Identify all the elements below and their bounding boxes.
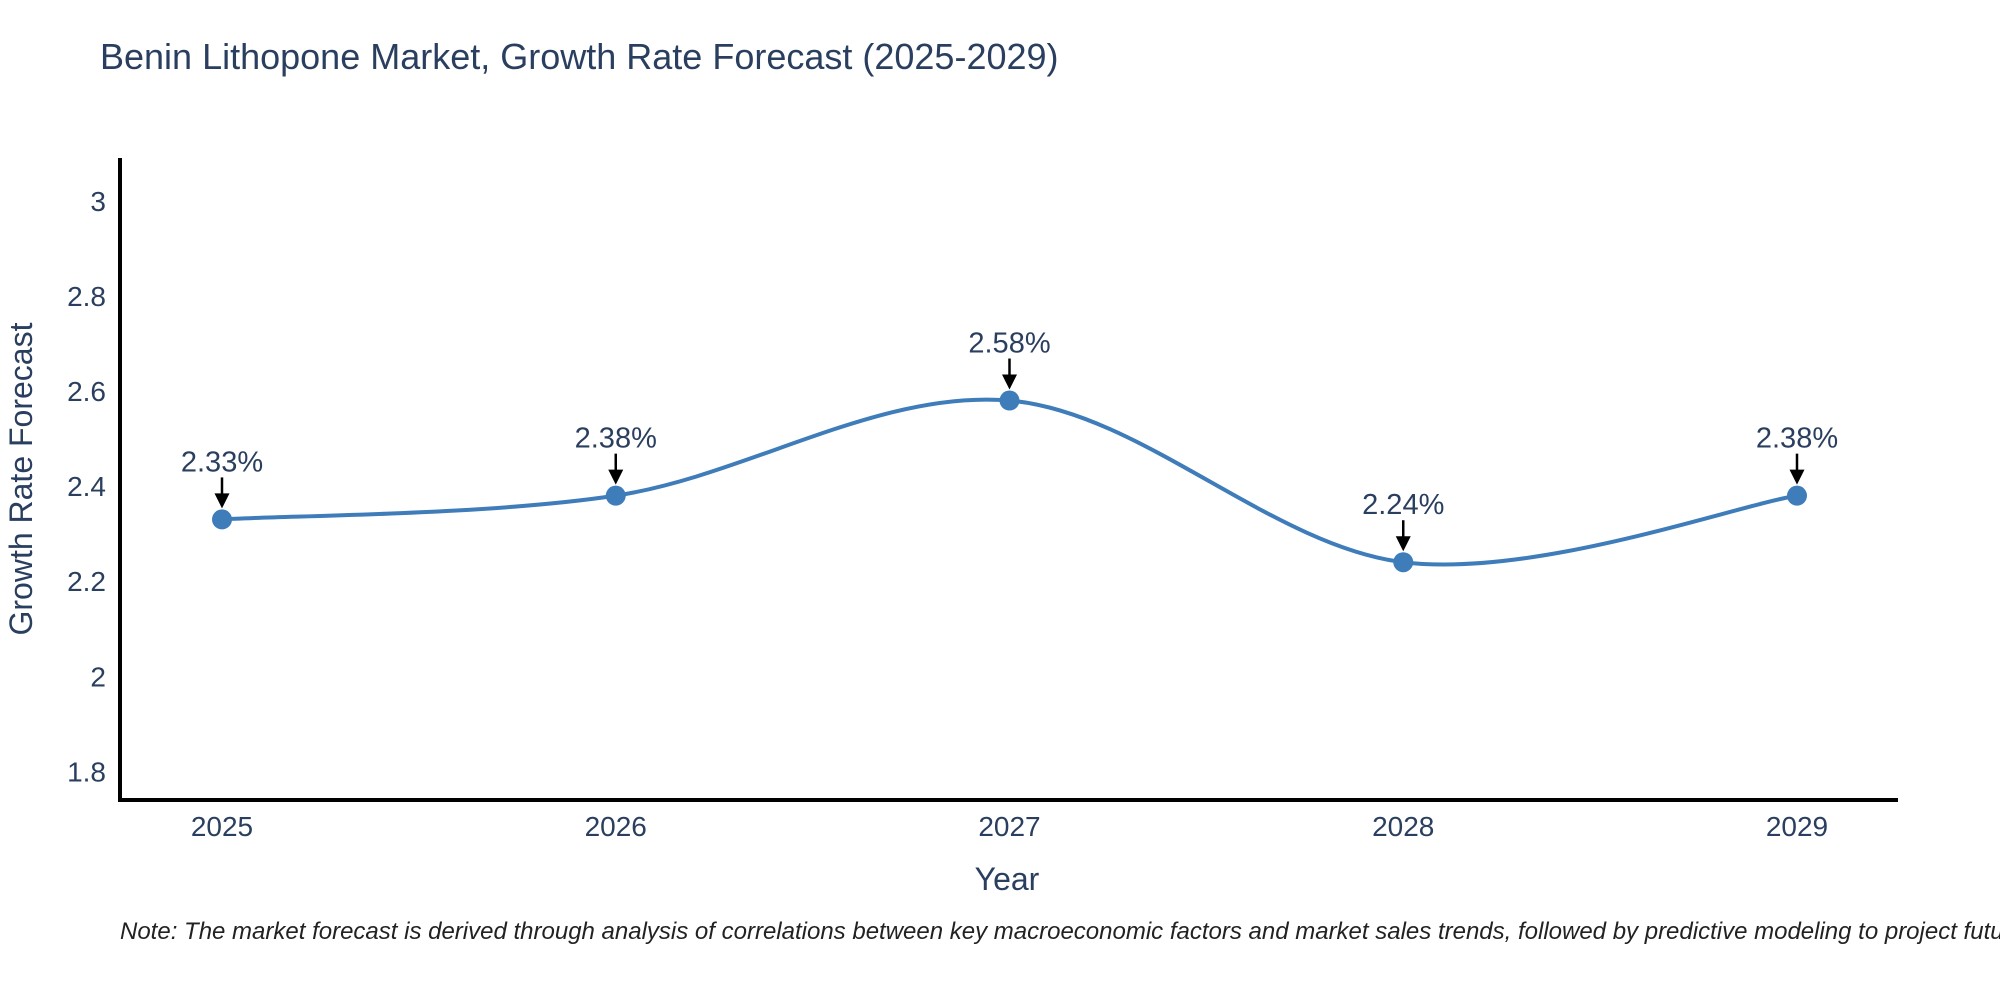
x-axis-title: Year [975, 861, 1040, 897]
y-tick-label: 1.8 [67, 756, 106, 787]
annotation-arrowhead-icon [1002, 374, 1017, 390]
chart-title: Benin Lithopone Market, Growth Rate Fore… [100, 36, 1059, 77]
forecast-line [220, 397, 1799, 567]
y-tick-label: 2.4 [67, 471, 106, 502]
y-tick-label: 2 [90, 661, 106, 692]
x-tick-label: 2028 [1372, 811, 1434, 842]
y-axis-tick-labels: 1.8 2 2.2 2.4 2.6 2.8 3 [67, 186, 106, 788]
x-tick-label: 2027 [978, 811, 1040, 842]
x-axis-tick-labels: 2025 2026 2027 2028 2029 [191, 811, 1828, 842]
data-point-label: 2.24% [1362, 489, 1444, 521]
data-point-marker[interactable] [1393, 552, 1414, 573]
forecast-series [212, 390, 1807, 573]
annotation-arrowhead-icon [608, 469, 624, 485]
axes [118, 158, 1898, 802]
data-point-label: 2.38% [575, 423, 657, 455]
data-point-marker[interactable] [212, 509, 232, 530]
data-point-marker[interactable] [605, 485, 626, 506]
x-tick-label: 2029 [1766, 811, 1828, 842]
y-tick-label: 2.6 [67, 376, 106, 407]
footnote: Note: The market forecast is derived thr… [120, 918, 2000, 945]
x-tick-label: 2026 [585, 811, 647, 842]
y-tick-label: 3 [90, 186, 106, 217]
data-point-label: 2.58% [968, 328, 1050, 360]
point-annotations: 2.33% 2.38% 2.58% 2.24% 2.38% [181, 328, 1838, 552]
data-point-marker[interactable] [999, 390, 1020, 411]
annotation-arrowhead-icon [1789, 469, 1805, 485]
y-tick-label: 2.8 [67, 281, 106, 312]
annotation-arrowhead-icon [214, 493, 230, 509]
data-point-marker[interactable] [1787, 485, 1807, 506]
data-point-label: 2.38% [1756, 423, 1838, 455]
y-tick-label: 2.2 [67, 566, 106, 597]
annotation-arrowhead-icon [1395, 536, 1411, 552]
x-tick-label: 2025 [191, 811, 253, 842]
y-axis-title: Growth Rate Forecast [3, 322, 39, 635]
data-point-label: 2.33% [181, 446, 263, 478]
